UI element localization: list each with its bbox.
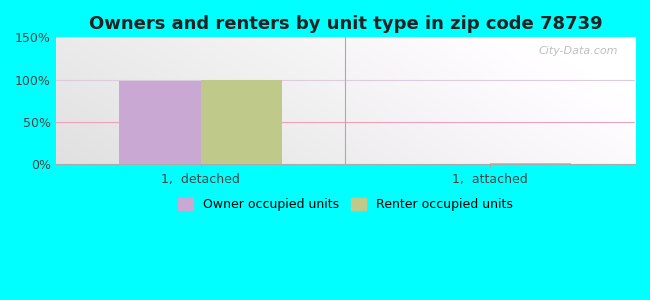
Legend: Owner occupied units, Renter occupied units: Owner occupied units, Renter occupied un… [177, 198, 513, 211]
Bar [120, 81, 201, 164]
Bar [201, 80, 281, 164]
Text: City-Data.com: City-Data.com [538, 46, 617, 56]
Title: Owners and renters by unit type in zip code 78739: Owners and renters by unit type in zip c… [88, 15, 602, 33]
